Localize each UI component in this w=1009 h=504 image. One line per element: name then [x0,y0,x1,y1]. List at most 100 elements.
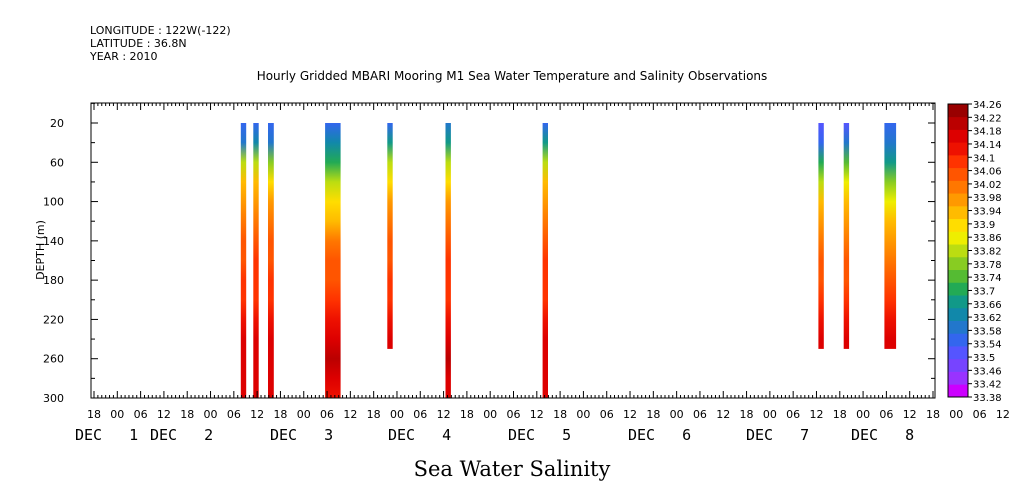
colorbar-swatch [948,244,968,258]
data-column [818,123,824,349]
x-day-label: DEC 4 [388,426,451,444]
colorbar-label: 33.62 [973,313,1002,324]
chart-title: Hourly Gridded MBARI Mooring M1 Sea Wate… [257,69,768,83]
x-tick-label: 18 [367,408,381,421]
x-tick-label: 18 [740,408,754,421]
x-tick-label: 06 [973,408,987,421]
x-tick-label: 00 [856,408,870,421]
colorbar-label: 34.26 [973,100,1002,111]
colorbar-swatch [948,358,968,372]
x-tick-label: 00 [297,408,311,421]
x-day-label: DEC 2 [150,426,213,444]
colorbar: 34.26 34.22 34.18 34.14 34.1 34.06 34.02 33.98 3… [947,100,1002,404]
colorbar-swatch [948,346,968,360]
x-tick-label: 00 [483,408,497,421]
x-day-label: DEC 7 [746,426,809,444]
colorbar-swatch [948,307,968,321]
x-tick-label: 18 [646,408,660,421]
colorbar-swatch [948,116,968,130]
x-tick-label: 18 [87,408,101,421]
colorbar-label: 33.58 [973,326,1002,337]
x-axis: 18 00 06 12 18 00 06 12 18 00 06 12 18 00 06 12 18 00 06 12… [75,103,1009,444]
x-tick-label: 00 [576,408,590,421]
x-day-label: DEC 5 [508,426,571,444]
x-tick-label: 00 [110,408,124,421]
colorbar-swatch [948,193,968,207]
colorbar-label: 33.9 [973,220,995,231]
colorbar-label: 33.78 [973,260,1002,271]
x-tick-label: 00 [670,408,684,421]
y-tick-label: 220 [43,313,64,326]
y-axis-label: DEPTH (m) [34,220,47,280]
colorbar-label: 34.22 [973,113,1002,124]
colorbar-swatch [948,231,968,245]
x-tick-label: 18 [926,408,940,421]
data-column [884,123,897,349]
data-column [240,123,247,398]
colorbar-swatch [948,154,968,169]
colorbar-label: 33.54 [973,340,1002,351]
x-tick-label: 12 [716,408,730,421]
x-day-label: DEC 1 [75,426,138,444]
colorbar-label: 33.7 [973,286,995,297]
plot-frame [90,102,936,399]
colorbar-label: 33.94 [973,207,1002,218]
colorbar-label: 33.98 [973,193,1002,204]
data-columns [240,123,953,398]
x-tick-label: 18 [833,408,847,421]
x-tick-label: 06 [786,408,800,421]
x-tick-label: 06 [600,408,614,421]
x-tick-label: 00 [949,408,963,421]
colorbar-label: 33.66 [973,300,1002,311]
colorbar-label: 34.18 [973,127,1002,138]
x-day-label: DEC 8 [851,426,914,444]
data-column [325,123,341,398]
colorbar-swatch [948,256,968,271]
x-tick-label: 12 [250,408,264,421]
y-tick-label: 300 [43,392,64,405]
x-tick-label: 12 [903,408,917,421]
data-column [445,123,451,398]
y-tick-label: 140 [43,235,64,248]
x-tick-label: 18 [180,408,194,421]
colorbar-label: 33.38 [973,393,1002,404]
colorbar-swatch [948,371,968,385]
x-tick-label: 06 [693,408,707,421]
colorbar-label: 34.02 [973,180,1002,191]
x-day-label: DEC 6 [628,426,691,444]
x-tick-label: 12 [343,408,357,421]
data-column [268,123,274,398]
colorbar-label: 33.86 [973,233,1002,244]
x-tick-label: 12 [157,408,171,421]
colorbar-label: 33.42 [973,380,1002,391]
y-tick-label: 180 [43,274,64,287]
colorbar-swatch [948,205,968,220]
x-tick-label: 18 [553,408,567,421]
colorbar-swatch [948,320,968,334]
x-tick-label: 12 [996,408,1009,421]
colorbar-swatch [948,129,968,143]
x-tick-label: 00 [204,408,218,421]
data-column [387,123,393,349]
y-tick-label: 20 [50,117,64,130]
x-tick-label: 06 [134,408,148,421]
x-axis-label: Sea Water Salinity [414,457,611,481]
colorbar-swatch [948,180,968,194]
latitude-label: LATITUDE : 36.8N [90,37,187,50]
longitude-label: LONGITUDE : 122W(-122) [90,24,231,37]
colorbar-label: 33.46 [973,366,1002,377]
colorbar-swatch [948,384,968,398]
x-day-label: DEC 3 [270,426,333,444]
data-column [253,123,259,398]
x-tick-label: 06 [413,408,427,421]
data-column [843,123,850,349]
year-label: YEAR : 2010 [90,50,158,63]
x-tick-label: 12 [437,408,451,421]
colorbar-swatch [948,269,968,283]
x-tick-label: 12 [809,408,823,421]
colorbar-swatch [948,282,968,296]
colorbar-label: 33.74 [973,273,1002,284]
colorbar-label: 34.06 [973,167,1002,178]
colorbar-swatch [948,218,968,232]
